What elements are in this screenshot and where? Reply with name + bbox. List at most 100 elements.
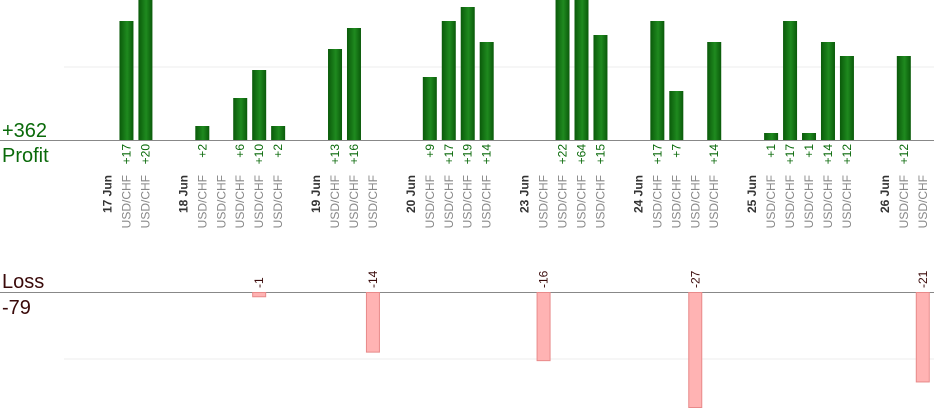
symbol-label: USD/CHF xyxy=(119,175,133,228)
profit-bar xyxy=(574,0,589,140)
profit-label: Profit xyxy=(2,145,49,167)
profit-value-label: +22 xyxy=(556,144,570,165)
symbol-label: USD/CHF xyxy=(233,175,247,228)
symbol-label: USD/CHF xyxy=(802,175,816,228)
profit-value-label: +17 xyxy=(119,144,133,165)
symbol-label: USD/CHF xyxy=(328,175,342,228)
profit-value-label: +14 xyxy=(707,144,721,165)
loss-total: -79 xyxy=(2,297,31,319)
symbol-label: USD/CHF xyxy=(840,175,854,228)
profit-value-label: +17 xyxy=(783,144,797,165)
profit-value-label: +15 xyxy=(593,144,607,165)
symbol-label: USD/CHF xyxy=(916,175,930,228)
symbol-label: USD/CHF xyxy=(783,175,797,228)
profit-bar xyxy=(669,91,684,140)
symbol-label: USD/CHF xyxy=(252,175,266,228)
profit-bar xyxy=(479,42,494,140)
profit-value-label: +17 xyxy=(650,144,664,165)
symbol-label: USD/CHF xyxy=(138,175,152,228)
profit-bar xyxy=(138,0,153,140)
profit-value-label: +1 xyxy=(802,144,816,158)
symbol-label: USD/CHF xyxy=(707,175,721,228)
profit-value-label: +7 xyxy=(669,144,683,158)
symbol-label: USD/CHF xyxy=(575,175,589,228)
profit-value-label: +9 xyxy=(423,144,437,158)
profit-bar xyxy=(839,56,854,140)
symbol-label: USD/CHF xyxy=(347,175,361,228)
profit-bar xyxy=(422,77,437,140)
profit-total: +362 xyxy=(2,120,47,142)
profit-bar xyxy=(802,133,817,140)
date-label: 24 Jun xyxy=(631,175,645,213)
profit-bar xyxy=(460,7,475,140)
profit-bar xyxy=(252,70,267,140)
loss-bar xyxy=(365,292,380,353)
loss-bar xyxy=(536,292,551,362)
profit-value-label: +2 xyxy=(195,144,209,158)
date-label: 20 Jun xyxy=(404,175,418,213)
date-label: 25 Jun xyxy=(745,175,759,213)
profit-bar xyxy=(271,126,286,140)
symbol-label: USD/CHF xyxy=(556,175,570,228)
loss-label: Loss xyxy=(2,271,44,293)
date-label: 23 Jun xyxy=(518,175,532,213)
loss-value-label: -14 xyxy=(366,270,380,288)
profit-bar xyxy=(820,42,835,140)
loss-value-label: -16 xyxy=(537,270,551,288)
date-label: 26 Jun xyxy=(878,175,892,213)
symbol-label: USD/CHF xyxy=(423,175,437,228)
profit-value-label: +16 xyxy=(347,144,361,165)
profit-bar xyxy=(896,56,911,140)
profit-bar xyxy=(346,28,361,140)
profit-value-label: +12 xyxy=(897,144,911,165)
symbol-label: USD/CHF xyxy=(366,175,380,228)
profit-value-label: +64 xyxy=(575,144,589,165)
profit-value-label: +13 xyxy=(328,144,342,165)
profit-value-label: +6 xyxy=(233,144,247,158)
profit-bar xyxy=(119,21,134,140)
symbol-label: USD/CHF xyxy=(897,175,911,228)
profit-value-label: +2 xyxy=(271,144,285,158)
profit-bar xyxy=(328,49,343,140)
profit-bar xyxy=(195,126,210,140)
profit-bar xyxy=(233,98,248,140)
profit-bar xyxy=(650,21,665,140)
symbol-label: USD/CHF xyxy=(537,175,551,228)
symbol-label: USD/CHF xyxy=(195,175,209,228)
symbol-label: USD/CHF xyxy=(650,175,664,228)
profit-bar xyxy=(707,42,722,140)
symbol-label: USD/CHF xyxy=(480,175,494,228)
date-label: 18 Jun xyxy=(176,175,190,213)
profit-bar xyxy=(441,21,456,140)
profit-bar xyxy=(555,0,570,140)
loss-bar xyxy=(252,292,267,298)
loss-bar xyxy=(915,292,930,383)
profit-bar xyxy=(783,21,798,140)
x-axis-labels: 17 Jun USD/CHF USD/CHF 18 Jun USD/CHF USD/CHF… xyxy=(101,175,930,228)
date-label: 17 Jun xyxy=(101,175,115,213)
profit-bar xyxy=(764,133,779,140)
symbol-label: USD/CHF xyxy=(821,175,835,228)
symbol-label: USD/CHF xyxy=(688,175,702,228)
symbol-label: USD/CHF xyxy=(442,175,456,228)
symbol-label: USD/CHF xyxy=(593,175,607,228)
loss-value-label: -27 xyxy=(688,270,702,288)
profit-value-label: +10 xyxy=(252,144,266,165)
loss-value-label: -1 xyxy=(252,277,266,288)
profit-value-label: +14 xyxy=(821,144,835,165)
symbol-label: USD/CHF xyxy=(271,175,285,228)
date-label: 19 Jun xyxy=(309,175,323,213)
symbol-label: USD/CHF xyxy=(214,175,228,228)
symbol-label: USD/CHF xyxy=(461,175,475,228)
loss-value-label: -21 xyxy=(916,270,930,288)
profit-value-label: +1 xyxy=(764,144,778,158)
profit-value-label: +17 xyxy=(442,144,456,165)
profit-bar xyxy=(593,35,608,140)
profit-value-label: +20 xyxy=(138,144,152,165)
symbol-label: USD/CHF xyxy=(669,175,683,228)
profit-value-label: +19 xyxy=(461,144,475,165)
loss-bar xyxy=(688,292,703,408)
profit-value-label: +12 xyxy=(840,144,854,165)
symbol-label: USD/CHF xyxy=(764,175,778,228)
